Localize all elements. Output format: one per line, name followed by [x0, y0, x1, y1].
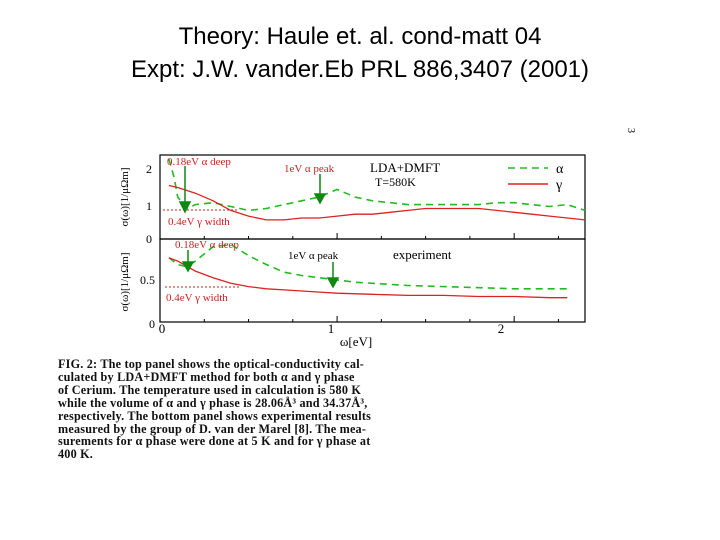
corner-mark: 3	[625, 128, 636, 133]
xtick-label: 1	[328, 321, 335, 336]
bottom-annot-width: 0.4eV γ width	[166, 292, 228, 304]
top-panel-ylabel: σ(ω)[1/μΩm]	[119, 167, 131, 226]
caption-line: of Cerium. The temperature used in calcu…	[58, 382, 362, 397]
top-annot-deep: 0.18eV α deep	[167, 156, 231, 168]
caption-line: surements for α phase were done at 5 K a…	[58, 434, 371, 449]
caption-line: FIG. 2: The top panel shows the optical-…	[58, 357, 365, 371]
figure-caption: FIG. 2: The top panel shows the optical-…	[58, 358, 638, 461]
top-ytick-label: 0	[146, 232, 152, 246]
curves	[168, 158, 586, 299]
title-line-theory: Theory: Haule et. al. cond-matt 04	[178, 23, 542, 50]
top-method-label: LDA+DMFT	[370, 160, 440, 175]
bottom-ytick-label: 0	[149, 317, 155, 331]
top-series-alpha	[168, 158, 586, 212]
title-line-experiment: Expt: J.W. vander.Eb PRL 886,3407 (2001)	[130, 56, 590, 83]
bottom-panel-frame	[159, 238, 586, 323]
caption-line: measured by the group of D. van der Mare…	[58, 421, 367, 436]
bottom-ytick-label: 0.5	[140, 273, 155, 287]
legend-alpha-label: α	[556, 162, 564, 177]
caption-line: respectively. The bottom panel shows exp…	[58, 408, 372, 423]
xtick-label: 0	[159, 321, 166, 336]
top-ytick-label: 1	[146, 199, 152, 213]
arrowhead	[178, 201, 192, 214]
arrowhead	[313, 193, 327, 205]
bottom-experiment-label: experiment	[393, 247, 452, 262]
x-axis-label: ω[eV]	[340, 334, 372, 349]
bottom-panel-ylabel: σ(ω)[1/μΩm]	[119, 252, 131, 311]
legend-gamma-label: γ	[555, 178, 562, 193]
bottom-series-alpha	[168, 243, 568, 290]
top-annot-peak: 1eV α peak	[284, 163, 335, 175]
top-ytick-label: 2	[146, 162, 152, 176]
arrowhead	[181, 261, 195, 273]
slide-title: Theory: Haule et. al. cond-matt 04 Expt:…	[0, 20, 720, 86]
caption-line: culated by LDA+DMFT method for both α an…	[58, 369, 355, 384]
top-series-gamma	[168, 184, 586, 221]
annotation-arrows	[178, 166, 340, 289]
xtick-label: 2	[498, 321, 505, 336]
axis-ticks	[159, 233, 559, 322]
arrowhead	[326, 277, 340, 289]
bottom-annot-peak: 1eV α peak	[288, 250, 339, 262]
caption-line: 400 K.	[58, 447, 94, 462]
top-annot-width: 0.4eV γ width	[168, 216, 230, 228]
bottom-annot-deep: 0.18eV α deep	[175, 239, 239, 251]
caption-line: while the volume of α and γ phase is 28.…	[58, 395, 368, 410]
top-temperature-label: T=580K	[375, 175, 416, 189]
bottom-series-gamma	[168, 257, 568, 299]
